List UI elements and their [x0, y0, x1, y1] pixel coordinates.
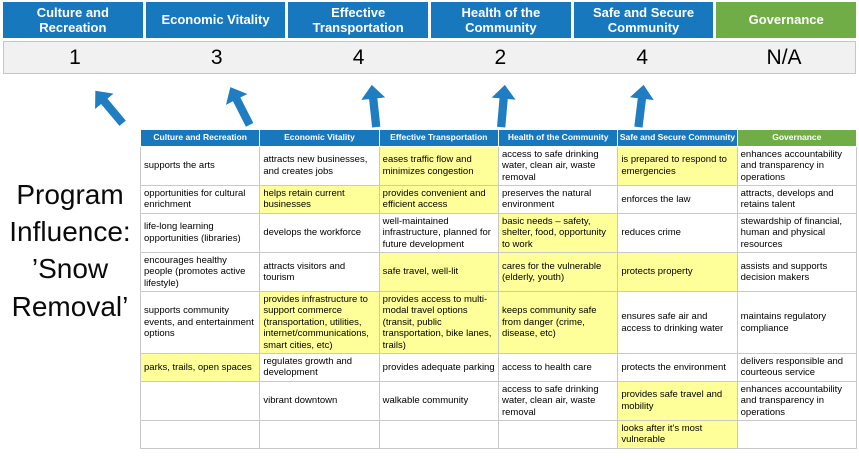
matrix-cell: delivers responsible and courteous servi… — [736, 353, 858, 382]
matrix-cell — [139, 419, 261, 449]
matrix-cell: cares for the vulnerable (elderly, youth… — [497, 251, 619, 293]
matrix-header-health-of-the-community: Health of the Community — [497, 129, 619, 147]
matrix-cell: regulates growth and development — [259, 353, 380, 382]
matrix-row: looks after it's most vulnerable — [139, 419, 858, 449]
matrix-cell: protects property — [617, 251, 738, 293]
matrix-header-governance: Governance — [736, 129, 858, 147]
pillar-header-culture-and-recreation: Culture and Recreation — [3, 2, 143, 38]
pillar-score-economic-vitality: 3 — [210, 45, 223, 69]
up-arrow-icon — [491, 84, 516, 128]
matrix-cell: develops the workforce — [259, 212, 380, 253]
matrix-cell: walkable community — [378, 380, 499, 421]
matrix-cell: enhances accountability and transparency… — [736, 380, 858, 421]
matrix-cell: provides adequate parking — [378, 353, 499, 382]
matrix-cell — [259, 419, 380, 449]
matrix-cell: ensures safe air and access to drinking … — [617, 291, 738, 355]
matrix-cell: supports community events, and entertain… — [139, 291, 261, 355]
up-arrow-icon — [361, 84, 386, 128]
pillar-header-governance: Governance — [716, 2, 857, 38]
matrix-cell: safe travel, well-lit — [378, 251, 499, 293]
matrix-cell: eases traffic flow and minimizes congest… — [378, 145, 499, 186]
matrix-cell: life-long learning opportunities (librar… — [139, 212, 261, 253]
matrix-cell: assists and supports decision makers — [736, 251, 858, 293]
up-arrow-icon — [225, 87, 254, 127]
score-arrow-1 — [86, 82, 133, 131]
matrix-cell — [497, 419, 619, 449]
matrix-header-economic-vitality: Economic Vitality — [259, 129, 380, 147]
matrix-cell: provides safe travel and mobility — [617, 380, 738, 421]
matrix-cell: helps retain current businesses — [259, 184, 380, 214]
matrix-header-row: Culture and Recreation Economic Vitality… — [139, 129, 858, 147]
matrix-row: vibrant downtown walkable community acce… — [139, 380, 858, 421]
matrix-cell: enhances accountability and transparency… — [736, 145, 858, 186]
pillar-score-health-of-the-community: 2 — [494, 45, 507, 69]
matrix-cell: opportunities for cultural enrichment — [139, 184, 261, 214]
pillar-header-health-of-the-community: Health of the Community — [431, 2, 571, 38]
influence-matrix-table: Culture and Recreation Economic Vitality… — [139, 129, 858, 449]
matrix-cell: supports the arts — [139, 145, 261, 186]
matrix-cell: well-maintained infrastructure, planned … — [378, 212, 499, 253]
matrix-header-culture-and-recreation: Culture and Recreation — [139, 129, 261, 147]
matrix-row: opportunities for cultural enrichment he… — [139, 184, 858, 214]
matrix-row: supports the arts attracts new businesse… — [139, 145, 858, 186]
matrix-cell: provides access to multi-modal travel op… — [378, 291, 499, 355]
up-arrow-icon — [629, 84, 654, 128]
matrix-cell: is prepared to respond to emergencies — [617, 145, 738, 186]
matrix-cell: basic needs – safety, shelter, food, opp… — [497, 212, 619, 253]
matrix-cell — [139, 380, 261, 421]
score-arrow-2 — [219, 81, 260, 131]
matrix-cell: access to safe drinking water, clean air… — [497, 380, 619, 421]
page-title: Program Influence: ’Snow Removal’ — [9, 179, 131, 322]
matrix-cell: keeps community safe from danger (crime,… — [497, 291, 619, 355]
matrix-row: life-long learning opportunities (librar… — [139, 212, 858, 253]
pillar-banner: Culture and Recreation Economic Vitality… — [3, 2, 857, 38]
matrix-cell: attracts, develops and retains talent — [736, 184, 858, 214]
matrix-cell: protects the environment — [617, 353, 738, 382]
pillar-score-culture-and-recreation: 1 — [69, 45, 81, 69]
score-arrow-3 — [360, 83, 388, 129]
matrix-cell: attracts new businesses, and creates job… — [259, 145, 380, 186]
matrix-cell: parks, trails, open spaces — [139, 353, 261, 382]
matrix-cell: encourages healthy people (promotes acti… — [139, 251, 261, 293]
matrix-header-effective-transportation: Effective Transportation — [378, 129, 499, 147]
matrix-cell: attracts visitors and tourism — [259, 251, 380, 293]
matrix-cell: preserves the natural environment — [497, 184, 619, 214]
score-arrow-5 — [626, 83, 655, 130]
pillar-score-governance: N/A — [766, 45, 802, 69]
matrix-cell: vibrant downtown — [259, 380, 380, 421]
pillar-header-effective-transportation: Effective Transportation — [288, 2, 429, 38]
matrix-row: parks, trails, open spaces regulates gro… — [139, 353, 858, 382]
pillar-score-effective-transportation: 4 — [352, 45, 365, 69]
up-arrow-icon — [95, 90, 126, 126]
matrix-cell: access to health care — [497, 353, 619, 382]
matrix-cell: maintains regulatory compliance — [736, 291, 858, 355]
matrix-cell: provides convenient and efficient access — [378, 184, 499, 214]
matrix-cell: stewardship of financial, human and phys… — [736, 212, 858, 253]
score-arrow-4 — [489, 83, 517, 129]
matrix-cell: access to safe drinking water, clean air… — [497, 145, 619, 186]
matrix-cell: reduces crime — [617, 212, 738, 253]
matrix-cell — [736, 419, 858, 449]
matrix-cell — [378, 419, 499, 449]
score-strip: 1 3 4 2 4 N/A — [3, 41, 856, 74]
matrix-row: encourages healthy people (promotes acti… — [139, 251, 858, 293]
matrix-header-safe-and-secure-community: Safe and Secure Community — [617, 129, 738, 147]
pillar-header-economic-vitality: Economic Vitality — [145, 2, 286, 38]
matrix-row: supports community events, and entertain… — [139, 291, 858, 355]
matrix-cell: provides infrastructure to support comme… — [259, 291, 380, 355]
matrix-cell: enforces the law — [617, 184, 738, 214]
matrix-cell: looks after it's most vulnerable — [617, 419, 738, 449]
pillar-header-safe-and-secure-community: Safe and Secure Community — [573, 2, 714, 38]
pillar-score-safe-and-secure-community: 4 — [636, 45, 649, 69]
